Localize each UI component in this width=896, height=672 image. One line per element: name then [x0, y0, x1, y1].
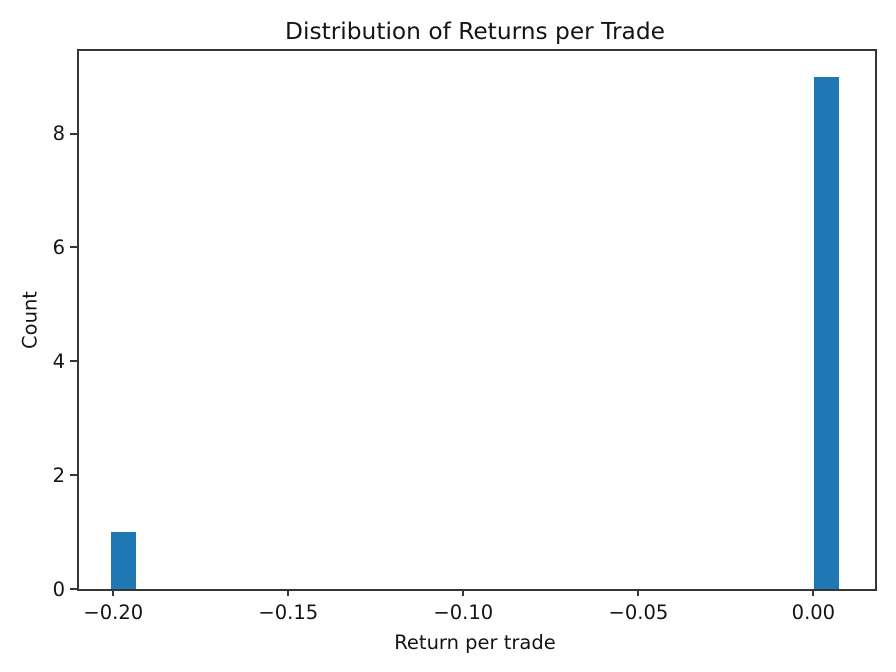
x-axis-label: Return per trade	[394, 631, 556, 654]
x-tick-label: 0.00	[791, 601, 836, 624]
x-tick-label: −0.15	[258, 601, 319, 624]
y-tick-label: 2	[52, 463, 65, 487]
y-tick-mark	[70, 474, 77, 477]
y-tick-label: 8	[52, 122, 65, 146]
x-tick-label: −0.10	[433, 601, 494, 624]
histogram-bar	[110, 532, 136, 589]
y-tick-mark	[70, 360, 77, 363]
chart-title: Distribution of Returns per Trade	[285, 18, 665, 45]
x-tick-mark	[812, 589, 815, 596]
y-tick-mark	[70, 246, 77, 249]
x-tick-mark	[462, 589, 465, 596]
y-tick-mark	[70, 132, 77, 135]
y-tick-mark	[70, 588, 77, 590]
x-tick-mark	[287, 589, 290, 596]
y-tick-label: 6	[52, 235, 65, 259]
x-tick-mark	[637, 589, 640, 596]
y-axis-label: Count	[18, 291, 42, 349]
histogram-bar	[814, 76, 839, 589]
plot-area: −0.20 −0.15 −0.10 −0.05 0.00 0 2 4 6 8	[53, 49, 877, 624]
x-tick-label: −0.20	[83, 601, 144, 624]
x-tick-label: −0.05	[608, 601, 669, 624]
y-tick-label: 4	[52, 349, 65, 373]
x-tick-mark	[112, 589, 115, 596]
y-tick-label: 0	[52, 577, 65, 601]
